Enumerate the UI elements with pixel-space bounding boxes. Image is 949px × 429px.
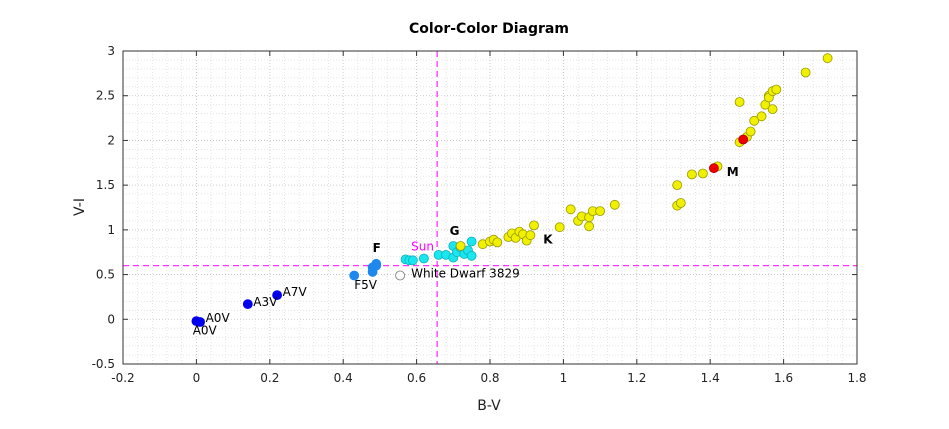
data-point (749, 115, 760, 126)
x-tick-label: 0.2 (260, 371, 279, 385)
annotation-label: A7V (283, 285, 308, 299)
data-points (191, 53, 833, 327)
grid-layer (122, 50, 858, 365)
data-point (554, 222, 565, 233)
data-point (675, 198, 686, 208)
data-point (565, 204, 576, 215)
x-tick-label: 0 (193, 371, 201, 385)
data-point (466, 250, 477, 261)
annotation-label: A0V (206, 311, 231, 325)
data-point (734, 97, 745, 107)
x-tick-label: 0.8 (480, 371, 499, 385)
y-tick-label: 2 (107, 133, 115, 147)
y-tick-label: 1 (107, 223, 115, 237)
annotation-label: White Dwarf 3829 (411, 266, 520, 280)
data-point (242, 299, 253, 310)
annotation-label: A3V (253, 295, 278, 309)
y-tick-label: 0 (107, 312, 115, 326)
x-tick-label: 1.4 (701, 371, 720, 385)
data-point (371, 260, 382, 271)
axis-ticks: -0.2 0 0.2 0.4 0.6 0.8 1 1.2 1.4 1.6 1.8 -0.5 0 0.5 1 1… (92, 44, 867, 385)
data-point (272, 290, 283, 301)
data-point (407, 255, 418, 266)
y-axis-label: V-I (72, 198, 88, 216)
x-tick-label: 0.4 (334, 371, 353, 385)
data-point (738, 134, 749, 145)
data-point (822, 53, 833, 64)
x-tick-label: 1.8 (847, 371, 866, 385)
x-tick-label: 1.2 (627, 371, 646, 385)
data-point (418, 253, 429, 264)
data-point (595, 206, 605, 217)
data-point (455, 241, 466, 251)
x-axis-label: B-V (477, 398, 501, 414)
reference-lines (123, 51, 857, 364)
data-point (672, 180, 683, 191)
data-point (466, 236, 477, 247)
chart-title: Color-Color Diagram (409, 21, 569, 37)
data-point (492, 237, 503, 248)
y-tick-label: 0.5 (96, 268, 115, 282)
data-point (609, 199, 620, 210)
annotation-label: F (373, 241, 381, 255)
annotation-label: M (727, 165, 739, 179)
data-point (525, 230, 536, 241)
data-point (756, 111, 767, 122)
data-point (709, 163, 719, 174)
annotation-label: F5V (354, 278, 378, 292)
annotation-label: G (450, 224, 460, 238)
x-tick-label: 1 (560, 371, 568, 385)
y-tick-label: -0.5 (92, 357, 115, 371)
x-tick-label: -0.2 (111, 371, 134, 385)
x-tick-label: 0.6 (407, 371, 426, 385)
data-point (584, 221, 594, 232)
annotation-label: Sun (411, 239, 434, 253)
data-point (687, 169, 697, 180)
data-point (745, 126, 756, 137)
data-point (529, 220, 539, 231)
y-tick-label: 1.5 (96, 178, 115, 192)
data-point (195, 317, 206, 327)
data-point (395, 270, 406, 281)
data-point (698, 168, 708, 179)
x-tick-label: 1.6 (774, 371, 793, 385)
annotation-label: K (543, 232, 553, 246)
y-tick-label: 2.5 (96, 89, 115, 103)
annotation-label: A0V (193, 324, 218, 338)
y-tick-label: 3 (107, 44, 115, 58)
data-point (800, 67, 811, 78)
data-point (767, 104, 778, 114)
data-point (349, 270, 360, 281)
data-point (771, 84, 782, 95)
